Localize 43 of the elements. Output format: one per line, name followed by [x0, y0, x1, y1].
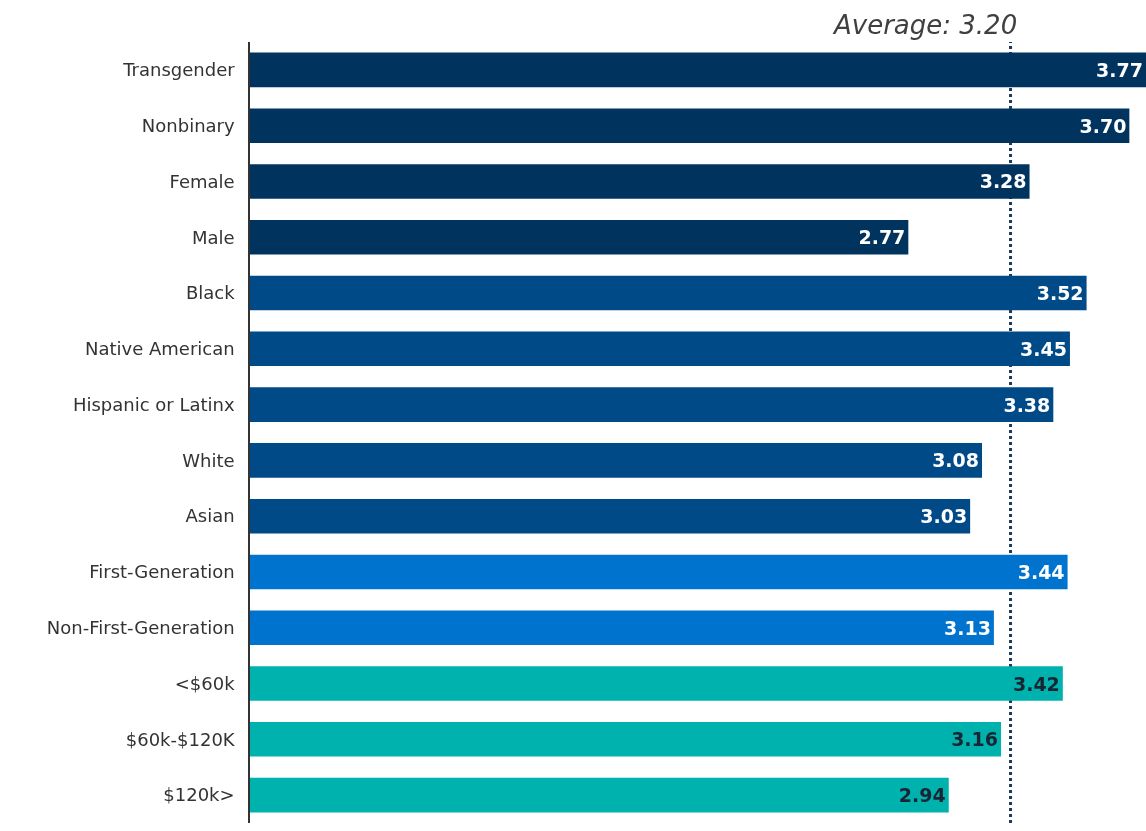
y-tick-label: <$60k: [174, 672, 236, 694]
y-tick-label: Hispanic or Latinx: [72, 393, 235, 415]
data-label: 3.03: [920, 505, 968, 528]
data-label: 3.38: [1003, 393, 1051, 416]
y-tick-label: Native American: [84, 338, 235, 360]
bar: [250, 108, 1130, 143]
bar: [250, 610, 994, 646]
bar: [250, 164, 1030, 199]
data-label: 3.70: [1079, 114, 1127, 137]
data-label: 3.16: [951, 728, 999, 751]
ref-line-label: Average: 3.20: [832, 10, 1018, 40]
y-tick-label: White: [182, 449, 235, 471]
y-tick-label: Black: [185, 282, 236, 304]
data-label: 3.45: [1020, 337, 1067, 360]
bar: [250, 275, 1087, 311]
data-label: 3.44: [1017, 560, 1065, 583]
y-tick-label: Transgender: [122, 59, 236, 81]
bar: [250, 387, 1054, 422]
y-tick-label: First-Generation: [89, 561, 235, 583]
data-label: 3.28: [979, 170, 1027, 193]
bar: [250, 666, 1063, 701]
y-tick-label: Non-First-Generation: [46, 617, 235, 639]
data-label: 3.13: [944, 616, 991, 639]
y-tick-label: Nonbinary: [141, 114, 235, 136]
y-tick-label: $120k>: [163, 784, 235, 806]
bar: [250, 722, 1002, 757]
data-label: 2.94: [898, 784, 946, 807]
bar: [250, 52, 1146, 88]
data-label: 3.42: [1012, 672, 1060, 695]
bar: [250, 777, 949, 813]
y-tick-label: $60k-$120K: [125, 728, 236, 750]
bar: [250, 331, 1070, 367]
y-tick-label: Female: [169, 170, 235, 192]
bar: [250, 498, 971, 534]
data-label: 3.08: [932, 449, 980, 472]
bar: [250, 554, 1068, 590]
bar: [250, 443, 983, 478]
data-label: 3.52: [1036, 282, 1084, 305]
data-label: 3.77: [1096, 58, 1143, 81]
data-label: 2.77: [858, 226, 906, 249]
y-tick-label: Asian: [185, 505, 235, 527]
y-tick-label: Male: [192, 226, 235, 248]
bar: [250, 219, 909, 255]
